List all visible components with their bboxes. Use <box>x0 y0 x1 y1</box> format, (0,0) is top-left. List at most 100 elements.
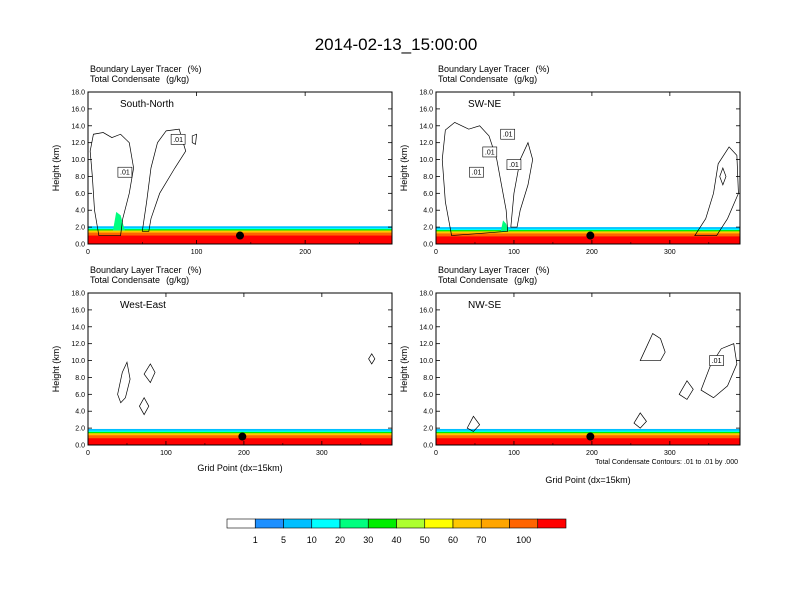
panel-label: South-North <box>120 99 174 110</box>
condensate-contour-0 <box>117 361 131 404</box>
contour-label: .01 <box>170 133 186 145</box>
y-tick-label: 10.0 <box>419 157 433 164</box>
header-tracer: Boundary Layer Tracer (%) <box>438 64 550 74</box>
x-tick-label: 100 <box>191 249 203 256</box>
x-tick-label: 200 <box>586 450 598 457</box>
x-tick-label: 200 <box>586 249 598 256</box>
y-tick-label: 8.0 <box>75 174 85 181</box>
y-tick-label: 0.0 <box>75 443 85 450</box>
contour-label: .01 <box>506 159 522 170</box>
tracer-spike-0 <box>500 220 510 232</box>
x-axis-label: Grid Point (dx=15km) <box>545 475 630 485</box>
panel-nw-se: Boundary Layer Tracer (%)Total Condensate… <box>399 265 741 485</box>
contour-label: .01 <box>500 128 516 140</box>
y-tick-label: 0.0 <box>423 443 433 450</box>
colorbar-label: 40 <box>391 535 401 545</box>
colorbar-label: 30 <box>363 535 373 545</box>
colorbar-swatch <box>283 518 313 529</box>
y-tick-label: 12.0 <box>71 140 85 147</box>
plot-frame <box>435 292 741 446</box>
colorbar-swatch <box>452 518 482 529</box>
colorbar-label: 100 <box>516 535 531 545</box>
y-tick-label: 14.0 <box>419 324 433 331</box>
colorbar-swatch <box>226 518 256 529</box>
condensate-contour-3 <box>719 166 727 186</box>
x-axis-label: Grid Point (dx=15km) <box>197 463 282 473</box>
y-tick-label: 2.0 <box>75 426 85 433</box>
svg-text:.01: .01 <box>712 358 722 365</box>
y-tick-label: 4.0 <box>75 409 85 416</box>
y-tick-label: 0.0 <box>75 242 85 249</box>
x-tick-label: 100 <box>508 249 520 256</box>
header-condensate: Total Condensate (g/kg) <box>438 74 537 84</box>
y-tick-label: 6.0 <box>423 392 433 399</box>
y-tick-label: 8.0 <box>75 375 85 382</box>
bl-band-5 <box>436 236 740 244</box>
y-tick-label: 0.0 <box>423 242 433 249</box>
colorbar-swatch <box>396 518 426 529</box>
svg-text:.01: .01 <box>509 162 519 169</box>
x-tick-label: 0 <box>86 249 90 256</box>
x-tick-label: 0 <box>434 249 438 256</box>
header-tracer: Boundary Layer Tracer (%) <box>438 265 550 275</box>
svg-text:.01: .01 <box>472 170 482 177</box>
contour-label: .01 <box>482 146 498 158</box>
contour-label: .01 <box>709 355 724 366</box>
plot-frame <box>87 292 393 446</box>
y-tick-label: 6.0 <box>75 191 85 198</box>
condensate-contour-1 <box>678 380 694 400</box>
colorbar-label: 20 <box>335 535 345 545</box>
bl-band-5 <box>436 438 740 445</box>
colorbar-label: 60 <box>448 535 458 545</box>
colorbar-label: 70 <box>476 535 486 545</box>
colorbar-label: 50 <box>420 535 430 545</box>
location-marker <box>586 432 595 441</box>
y-axis-label: Height (km) <box>399 346 409 393</box>
svg-text:.01: .01 <box>120 170 130 177</box>
y-tick-label: 16.0 <box>71 106 85 113</box>
y-tick-label: 18.0 <box>71 90 85 97</box>
y-tick-label: 10.0 <box>71 157 85 164</box>
panel-sw-ne: Boundary Layer Tracer (%)Total Condensate… <box>399 64 741 256</box>
x-tick-label: 300 <box>664 249 676 256</box>
colorbar-label: 10 <box>307 535 317 545</box>
panel-label: SW-NE <box>468 99 501 110</box>
panel-south-north: Boundary Layer Tracer (%)Total Condensate… <box>51 64 393 256</box>
y-tick-label: 16.0 <box>71 307 85 314</box>
y-tick-label: 2.0 <box>423 225 433 232</box>
y-tick-label: 16.0 <box>419 106 433 113</box>
x-tick-label: 100 <box>160 450 172 457</box>
y-axis-label: Height (km) <box>399 145 409 192</box>
svg-text:.01: .01 <box>485 149 495 156</box>
header-condensate: Total Condensate (g/kg) <box>90 74 189 84</box>
condensate-contour-2 <box>694 146 739 236</box>
y-tick-label: 14.0 <box>419 123 433 130</box>
header-tracer: Boundary Layer Tracer (%) <box>90 64 202 74</box>
y-tick-label: 6.0 <box>423 191 433 198</box>
y-axis-label: Height (km) <box>51 346 61 393</box>
y-tick-label: 12.0 <box>419 140 433 147</box>
colorbar-swatch <box>339 518 369 529</box>
svg-text:.01: .01 <box>173 137 183 144</box>
condensate-contour-0 <box>89 132 134 236</box>
bl-band-5 <box>88 235 392 244</box>
colorbar-swatch <box>254 518 284 529</box>
condensate-contour-1 <box>143 363 156 384</box>
condensate-contour-0 <box>639 333 666 361</box>
y-tick-label: 14.0 <box>71 324 85 331</box>
x-tick-label: 200 <box>299 249 311 256</box>
y-tick-label: 2.0 <box>75 225 85 232</box>
x-tick-label: 100 <box>508 450 520 457</box>
y-axis-label: Height (km) <box>51 145 61 192</box>
colorbar-label: 5 <box>281 535 286 545</box>
condensate-contour-3 <box>368 353 376 365</box>
colorbar: 1 5 10 20 30 40 50 60 70 100 <box>226 518 567 545</box>
y-tick-label: 10.0 <box>71 358 85 365</box>
colorbar-swatch <box>480 518 510 529</box>
plot-frame <box>87 91 393 245</box>
colorbar-swatch <box>311 518 341 529</box>
y-tick-label: 10.0 <box>419 358 433 365</box>
x-tick-label: 200 <box>238 450 250 457</box>
x-tick-label: 300 <box>664 450 676 457</box>
header-condensate: Total Condensate (g/kg) <box>438 275 537 285</box>
